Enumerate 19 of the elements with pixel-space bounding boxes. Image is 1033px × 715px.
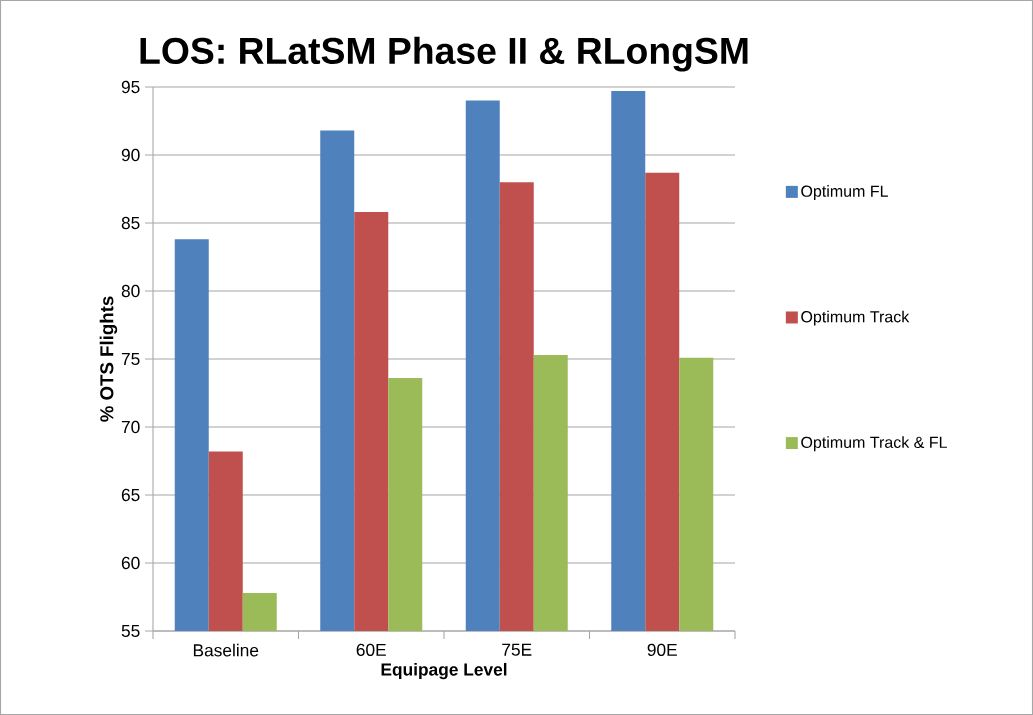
y-tick-label: 95 bbox=[121, 80, 140, 94]
x-tick-label: 90E bbox=[647, 643, 677, 656]
legend-label: Optimum FL bbox=[801, 185, 888, 200]
y-tick-label: 75 bbox=[121, 352, 140, 366]
y-tick-label: 90 bbox=[121, 148, 140, 162]
x-axis-title: Equipage Level bbox=[381, 662, 507, 680]
x-tick-label: 75E bbox=[502, 643, 532, 656]
y-tick-label: 70 bbox=[121, 420, 140, 434]
legend-label: Optimum Track & FL bbox=[801, 436, 947, 452]
y-tick-label: 65 bbox=[121, 488, 140, 502]
x-tick-label: 60E bbox=[356, 643, 386, 656]
y-tick-label: 60 bbox=[121, 556, 140, 570]
chart-title: LOS: RLatSM Phase II & RLongSM bbox=[140, 36, 748, 72]
legend-label: Optimum Track bbox=[801, 310, 910, 326]
y-tick-label: 80 bbox=[121, 284, 140, 298]
y-axis-title: % OTS Flights bbox=[99, 296, 118, 422]
y-tick-label: 85 bbox=[121, 216, 140, 230]
x-tick-label: Baseline bbox=[193, 643, 259, 657]
y-tick-label: 55 bbox=[121, 624, 140, 638]
